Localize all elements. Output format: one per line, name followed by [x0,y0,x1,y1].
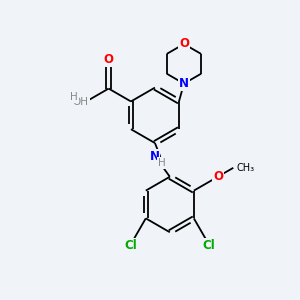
Text: Cl: Cl [202,239,215,252]
Text: N: N [149,150,160,164]
Text: H: H [70,92,78,103]
Text: O: O [103,53,114,66]
Text: N: N [179,77,189,90]
Text: H: H [158,158,165,168]
Text: Cl: Cl [124,239,137,252]
Text: O: O [213,170,224,183]
Text: CH₃: CH₃ [236,163,254,173]
Text: O: O [179,38,189,50]
Text: OH: OH [73,98,89,107]
